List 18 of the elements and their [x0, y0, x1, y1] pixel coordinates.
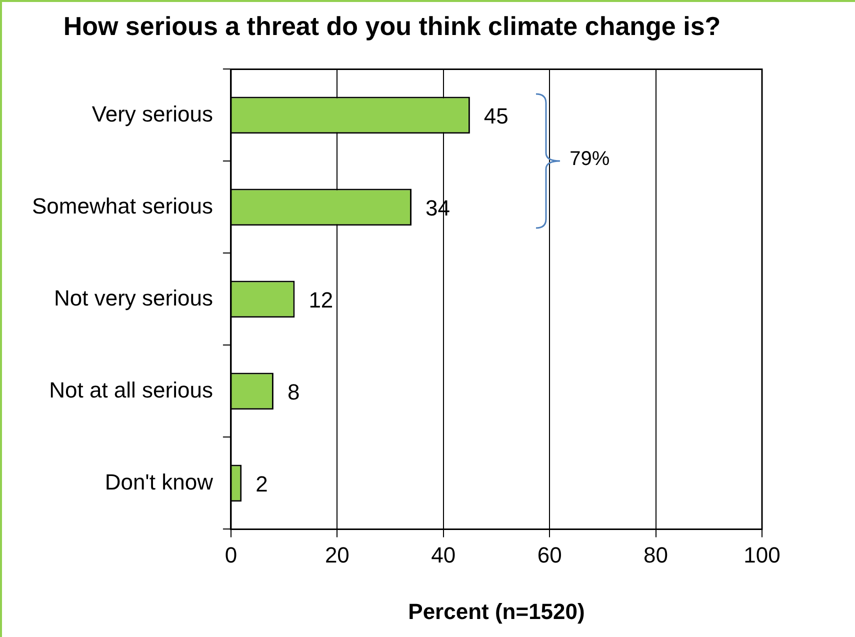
x-tick-label: 100	[744, 542, 780, 568]
x-tick-label: 80	[644, 542, 668, 568]
x-axis-title: Percent (n=1520)	[408, 598, 585, 624]
y-tick-label: Don't know	[104, 469, 214, 494]
annotation: 79%	[570, 148, 610, 172]
x-tick-label: 60	[537, 542, 562, 568]
data-label: 2	[256, 471, 268, 496]
y-tick-label: Very serious	[92, 101, 213, 126]
chart-title: How serious a threat do you think climate change is?	[63, 10, 721, 41]
data-label: 12	[308, 287, 334, 312]
data-label: 45	[484, 103, 508, 128]
x-tick-label: 20	[324, 542, 350, 568]
y-tick-label: Not at all serious	[49, 377, 213, 402]
x-tick-label: 40	[431, 542, 456, 568]
y-tick-label: Not very serious	[54, 285, 213, 310]
y-tick-label: Somewhat serious	[32, 193, 213, 218]
data-label: 8	[287, 379, 300, 404]
x-tick-label: 0	[224, 542, 238, 568]
